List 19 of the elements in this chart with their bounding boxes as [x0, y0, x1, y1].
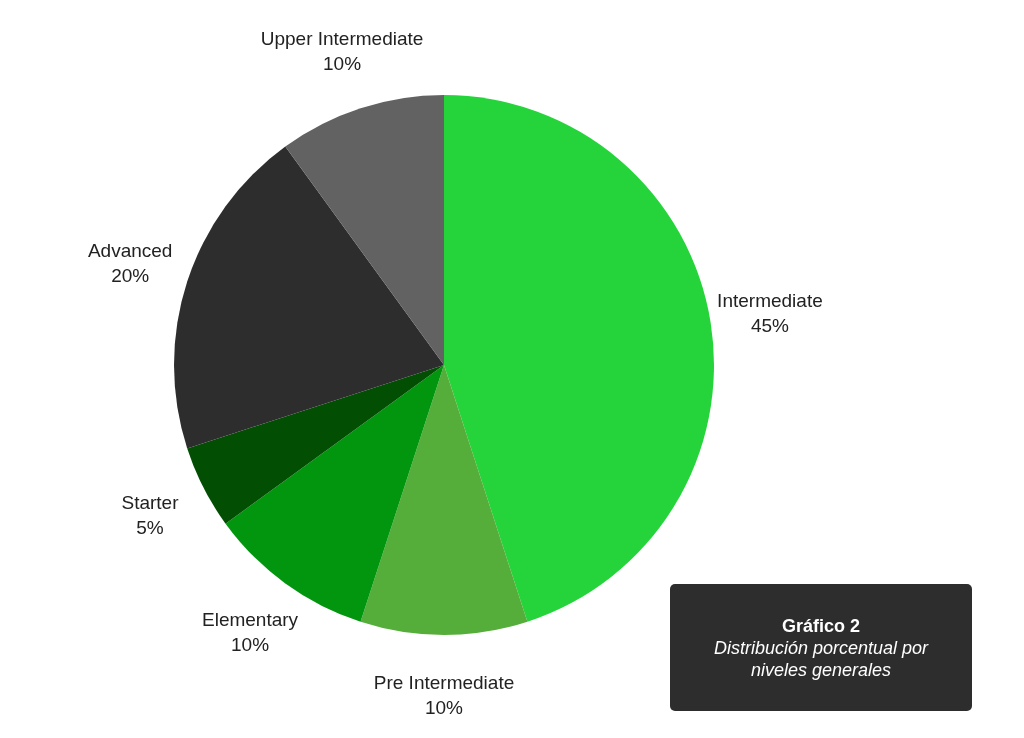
slice-label: Starter: [121, 491, 180, 513]
pie-slice: [444, 95, 714, 622]
pie-slice: [174, 146, 444, 449]
pie-slice: [360, 365, 528, 635]
pie-slice: [285, 95, 444, 365]
data-label: 10%: [323, 53, 362, 75]
data-label: 10%: [424, 697, 464, 718]
text: Gráfico 2: [781, 616, 861, 636]
text: Distribución porcentual por niveles generales: [713, 638, 930, 680]
data-label: 45%: [750, 315, 790, 337]
slice-label: Upper Intermediate: [260, 28, 424, 50]
data-label: 20%: [111, 265, 150, 287]
slice-label: Advanced: [87, 240, 173, 262]
slice-label: Elementary: [201, 608, 299, 630]
pie-slice: [187, 365, 444, 524]
data-label: 5%: [136, 516, 164, 538]
data-label: 10%: [231, 633, 270, 655]
slice-label: Pre Intermediate: [373, 672, 515, 693]
slice-label: Intermediate: [717, 290, 823, 312]
